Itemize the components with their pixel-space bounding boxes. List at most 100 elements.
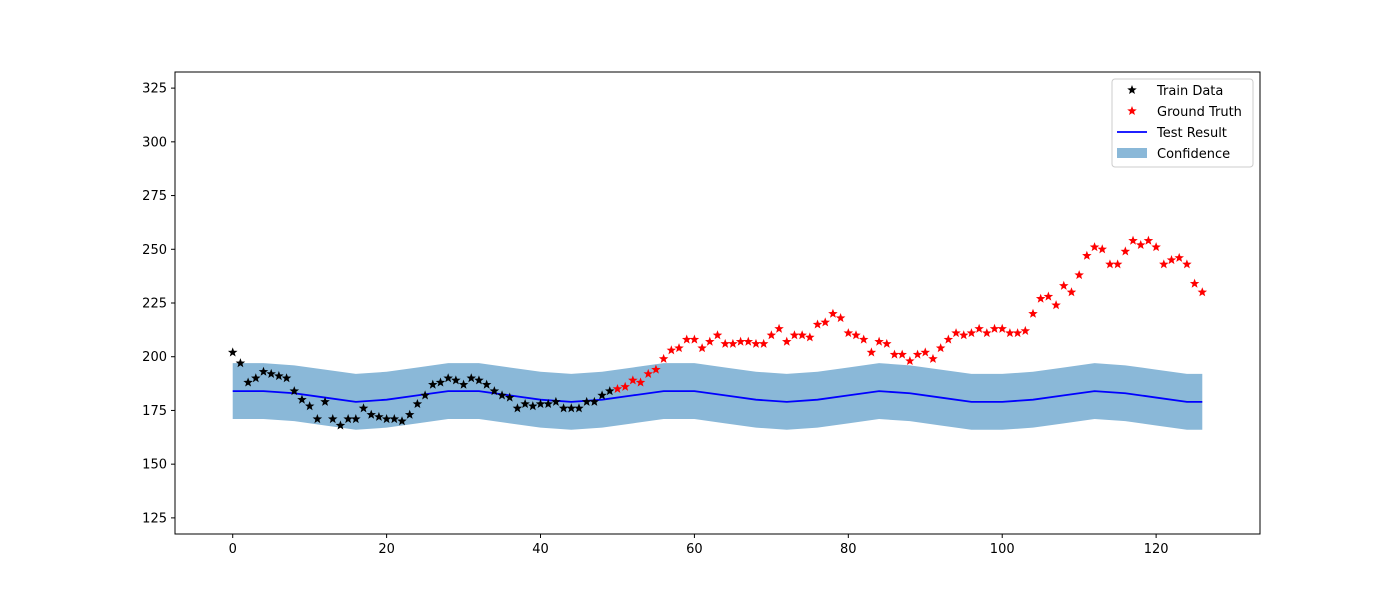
ground-truth-point (735, 336, 746, 346)
train-data-point (389, 414, 400, 424)
ground-truth-point (1051, 300, 1061, 310)
train-data-point (504, 392, 515, 402)
ground-truth-point (758, 338, 769, 348)
ground-truth-point (712, 330, 723, 340)
ground-truth-point (1005, 328, 1015, 338)
train-data-point (274, 371, 284, 381)
legend-train-data-star-icon (1127, 85, 1137, 95)
ground-truth-point (1105, 259, 1115, 269)
legend: Train Data Ground Truth Test Result Conf… (1111, 78, 1254, 168)
ground-truth-point (1189, 278, 1200, 288)
ground-truth-point (1182, 259, 1192, 269)
train-data-point (235, 358, 246, 368)
train-data-point (535, 399, 546, 409)
ground-truth-point (943, 334, 954, 344)
legend-entry-test-result: Test Result (1117, 126, 1227, 141)
ground-truth-point (805, 332, 815, 342)
ground-truth-point (658, 353, 669, 363)
train-data-point (258, 366, 269, 376)
ground-truth-point (820, 317, 830, 327)
train-data-point (543, 399, 553, 409)
train-data-point (566, 403, 577, 413)
ground-truth-point (982, 328, 992, 338)
y-tick-label: 275 (142, 189, 167, 204)
ground-truth-point (951, 328, 961, 338)
ground-truth-point (889, 349, 900, 359)
train-data-point (551, 396, 561, 406)
ground-truth-point (897, 349, 907, 359)
x-tick-label: 40 (532, 542, 549, 557)
train-data-point (374, 411, 384, 421)
confidence-band-layer (232, 363, 1203, 430)
ground-truth-point (874, 336, 884, 346)
train-data-point (435, 377, 446, 387)
y-tick-label: 250 (142, 243, 167, 258)
y-tick-label: 325 (142, 82, 167, 97)
train-data-point (428, 379, 438, 389)
train-data-point (512, 403, 523, 413)
ground-truth-point (681, 334, 692, 344)
ground-truth-point (751, 338, 761, 348)
ground-truth-point (974, 323, 984, 333)
train-data-point (481, 379, 492, 389)
legend-entry-confidence: Confidence (1117, 147, 1230, 162)
ground-truth-point (782, 336, 792, 346)
legend-test-result-label: Test Result (1156, 126, 1227, 141)
ground-truth-point (866, 347, 877, 357)
train-data-point (351, 414, 361, 424)
x-tick-label: 60 (686, 542, 703, 557)
ground-truth-point (1151, 242, 1161, 252)
ground-truth-point (935, 343, 946, 353)
ground-truth-point (1197, 287, 1208, 297)
train-data-point (358, 403, 369, 413)
ground-truth-point (666, 345, 677, 355)
train-data-point (497, 390, 507, 400)
x-tick-label: 20 (378, 542, 395, 557)
ground-truth-point (1074, 270, 1084, 280)
train-data-point (335, 420, 346, 430)
train-data-point (605, 386, 615, 396)
ground-truth-point (812, 319, 823, 329)
train-data-point (312, 414, 323, 424)
ground-truth-point (1089, 242, 1100, 252)
train-data-point (304, 401, 315, 411)
y-tick-label: 125 (142, 511, 167, 526)
train-data-point (404, 409, 415, 419)
ground-truth-point (1112, 259, 1123, 269)
ground-truth-point (920, 347, 931, 357)
ground-truth-point (728, 338, 738, 348)
ground-truth-point (1120, 246, 1131, 256)
y-axis-ticks: 125 150 175 200 225 250 275 300 325 (142, 82, 175, 526)
ground-truth-point (1043, 291, 1054, 301)
ground-truth-point (1035, 293, 1046, 303)
y-tick-label: 150 (142, 458, 167, 473)
y-tick-label: 200 (142, 350, 167, 365)
train-data-point (589, 396, 600, 406)
ground-truth-point (705, 336, 715, 346)
y-tick-label: 225 (142, 297, 167, 312)
ground-truth-point (766, 330, 777, 340)
ground-truth-point (851, 330, 861, 340)
train-data-point (528, 401, 538, 411)
ground-truth-point (797, 330, 807, 340)
train-data-point (597, 390, 607, 400)
ground-truth-point (912, 349, 923, 359)
ground-truth-point (620, 381, 630, 391)
train-data-point (327, 414, 338, 424)
ground-truth-point (989, 323, 1000, 333)
legend-ground-truth-label: Ground Truth (1157, 105, 1242, 120)
x-tick-label: 120 (1144, 542, 1169, 557)
train-data-point (366, 409, 376, 419)
ground-truth-point (1012, 328, 1023, 338)
confidence-band (232, 363, 1203, 430)
train-data-point (227, 347, 238, 357)
train-data-point (451, 375, 461, 385)
ground-truth-point (1174, 252, 1184, 262)
ground-truth-point (635, 377, 646, 387)
x-tick-label: 100 (990, 542, 1015, 557)
train-data-point (466, 373, 477, 383)
ground-truth-point (789, 330, 800, 340)
ground-truth-point (958, 330, 969, 340)
ground-truth-point (1082, 250, 1092, 260)
